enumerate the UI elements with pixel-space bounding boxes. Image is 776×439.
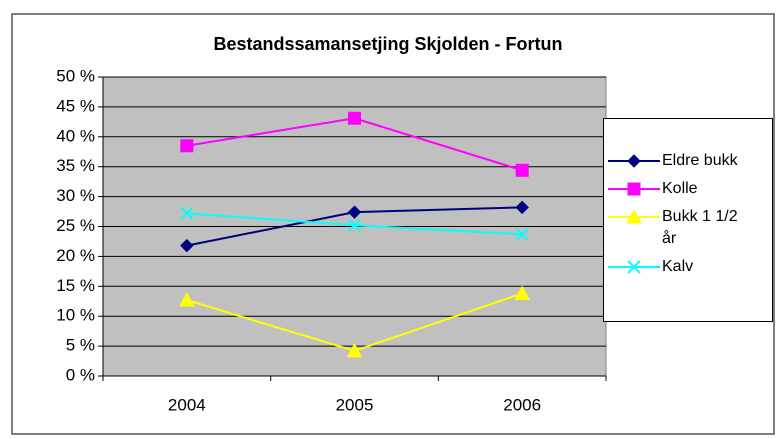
y-tick-label: 5 %	[66, 336, 95, 355]
marker	[514, 285, 531, 300]
legend: Eldre bukk Kolle Bukk 1 1/2 år Kalv	[603, 118, 773, 322]
marker	[347, 218, 362, 233]
y-tick-label: 50 %	[56, 66, 95, 85]
marker	[178, 291, 195, 307]
marker	[515, 227, 529, 241]
legend-entry: Kalv	[604, 256, 772, 278]
y-tick-label: 10 %	[56, 306, 95, 325]
chart-title: Bestandssamansetjing Skjolden - Fortun	[213, 34, 562, 54]
marker	[515, 163, 529, 177]
legend-swatch	[608, 154, 660, 168]
legend-swatch	[608, 208, 660, 224]
legend-swatch	[608, 182, 660, 196]
y-tick-label: 25 %	[56, 216, 95, 235]
marker	[347, 205, 362, 219]
y-tick-label: 0 %	[66, 365, 95, 384]
legend-entry: Bukk 1 1/2 år	[604, 206, 772, 250]
marker	[627, 154, 641, 168]
legend-label: Eldre bukk	[662, 152, 738, 169]
y-tick-label: 45 %	[56, 96, 95, 115]
legend-label: Kolle	[662, 180, 698, 197]
y-tick-label: 15 %	[56, 276, 95, 295]
marker	[626, 208, 642, 224]
x-tick-label: 2004	[168, 395, 206, 414]
x-tick-label: 2005	[336, 395, 374, 414]
legend-swatch	[608, 260, 660, 274]
marker	[346, 342, 363, 358]
legend-label: Kalv	[662, 258, 694, 275]
marker	[180, 206, 194, 221]
y-tick-label: 35 %	[56, 156, 95, 175]
legend-entry: Kolle	[604, 178, 772, 200]
marker	[515, 200, 529, 215]
legend-label: Bukk 1 1/2 år	[662, 208, 738, 247]
legend-entry: Eldre bukk	[604, 150, 772, 172]
marker	[627, 182, 641, 196]
marker	[180, 238, 194, 253]
y-tick-label: 20 %	[56, 246, 95, 265]
y-tick-label: 40 %	[56, 126, 95, 145]
y-tick-label: 30 %	[56, 186, 95, 205]
marker	[180, 139, 194, 153]
x-tick-label: 2006	[503, 395, 541, 414]
marker	[348, 111, 361, 125]
marker	[627, 260, 641, 274]
